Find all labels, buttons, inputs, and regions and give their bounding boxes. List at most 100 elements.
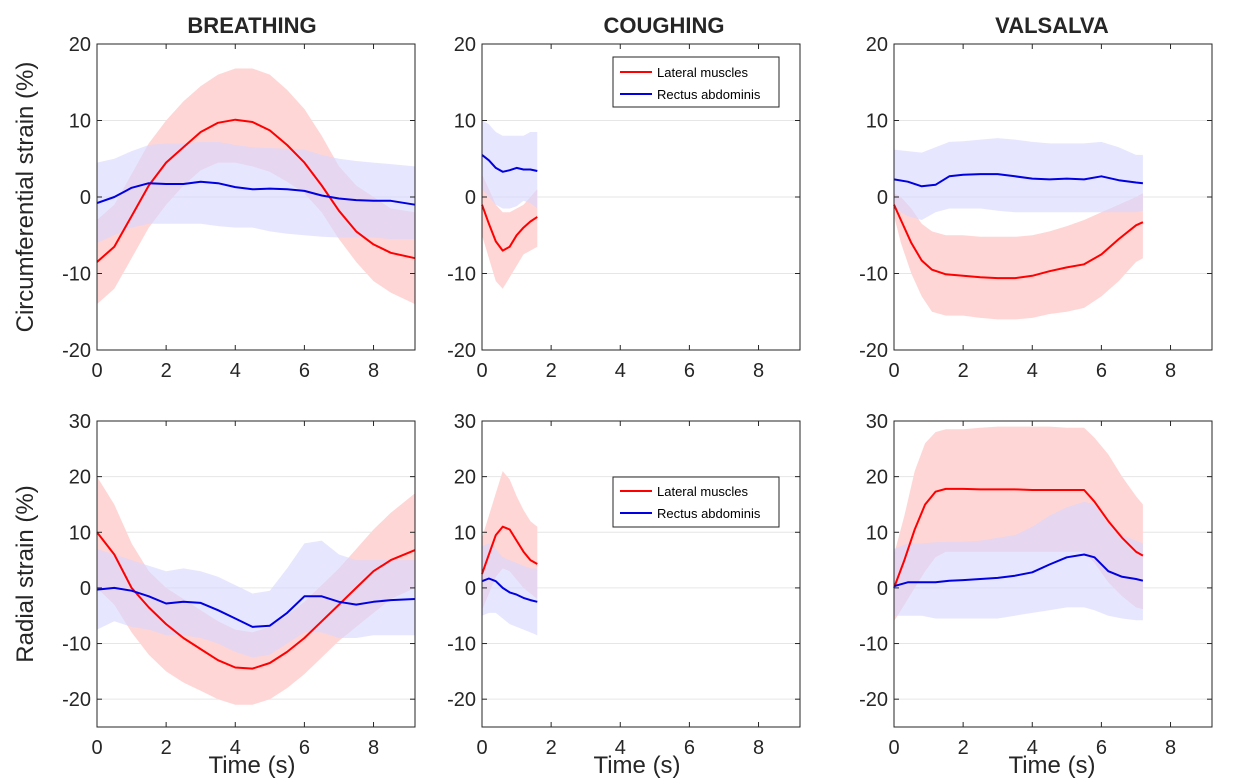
rectus-line: [96, 586, 416, 628]
x-tick-label: 2: [958, 360, 969, 382]
y-tick-label: 0: [465, 187, 476, 209]
x-tick-label: 6: [1096, 737, 1107, 759]
y-tick-label: 20: [69, 34, 91, 56]
lateral-band: [482, 174, 538, 289]
rectus-line: [893, 173, 1144, 188]
y-tick-label: -20: [62, 340, 91, 362]
x-tick-label: 0: [476, 737, 487, 759]
y-tick-label: 30: [454, 411, 476, 433]
x-tick-label: 8: [753, 360, 764, 382]
legend-top-box: [612, 56, 780, 108]
x-tick-label: 4: [615, 737, 626, 759]
lateral-line: [96, 118, 416, 263]
lateral-line: [481, 204, 538, 252]
column-title-coughing: COUGHING: [604, 13, 725, 38]
lateral-line: [893, 204, 1144, 280]
rectus-line: [96, 180, 416, 206]
x-tick-label: 0: [476, 360, 487, 382]
x-tick-label: 4: [1027, 737, 1038, 759]
x-tick-label: 8: [1165, 737, 1176, 759]
y-tick-label: 20: [866, 467, 888, 489]
y-tick-label: -10: [859, 264, 888, 286]
lateral-line: [96, 531, 416, 670]
x-tick-label: 4: [230, 737, 241, 759]
y-tick-label: -10: [62, 264, 91, 286]
xlabel-valsalva: Time (s): [1008, 752, 1095, 778]
x-tick-label: 0: [888, 737, 899, 759]
legend-bottom-rectus-label: Rectus abdominis: [657, 506, 761, 521]
panel-radial-coughing: 0 2 4 6 8 -20 -10 0 10 20 30: [447, 411, 801, 759]
x-tick-label: 2: [958, 737, 969, 759]
column-title-breathing: BREATHING: [187, 13, 316, 38]
y-tick-label: 30: [866, 411, 888, 433]
lateral-band: [97, 476, 415, 705]
y-tick-label: 20: [866, 34, 888, 56]
column-title-valsalva: VALSALVA: [995, 13, 1109, 38]
y-tick-label: -20: [447, 340, 476, 362]
x-tick-label: 6: [684, 737, 695, 759]
rectus-line: [481, 577, 538, 603]
x-tick-label: 4: [230, 360, 241, 382]
legend-top-rectus-label: Rectus abdominis: [657, 87, 761, 102]
y-tick-label: 20: [69, 467, 91, 489]
rectus-band: [894, 501, 1143, 621]
lateral-band: [894, 426, 1143, 622]
y-tick-label: 10: [69, 111, 91, 133]
x-tick-label: 4: [615, 360, 626, 382]
ylabel-radial: Radial strain (%): [12, 485, 39, 662]
y-tick-label: -10: [447, 634, 476, 656]
y-tick-label: 10: [454, 111, 476, 133]
panel-radial-breathing: 0 2 4 6 8 -20 -10 0 10 20 30: [62, 411, 416, 759]
x-tick-label: 0: [91, 360, 102, 382]
lateral-line: [893, 487, 1144, 589]
lateral-band: [894, 193, 1143, 320]
x-tick-label: 6: [1096, 360, 1107, 382]
panel-circ-valsalva: 0 2 4 6 8 -20 -10 0 10 20: [859, 34, 1213, 382]
x-tick-label: 6: [684, 360, 695, 382]
x-tick-label: 8: [753, 737, 764, 759]
x-tick-label: 2: [161, 737, 172, 759]
rectus-band: [97, 141, 415, 243]
y-tick-label: 0: [877, 578, 888, 600]
y-tick-label: 20: [454, 34, 476, 56]
y-tick-label: 0: [80, 578, 91, 600]
legend-bottom-box: [612, 476, 780, 528]
y-tick-label: -20: [447, 689, 476, 711]
y-tick-label: 10: [454, 522, 476, 544]
lateral-line: [481, 525, 538, 575]
y-tick-label: 20: [454, 467, 476, 489]
y-tick-label: 0: [877, 187, 888, 209]
panel-radial-valsalva: 0 2 4 6 8 -20 -10 0 10 20 30: [859, 411, 1213, 759]
panel-circ-breathing: 0 2 4 6 8 -20 -10 0 10 20: [62, 34, 416, 382]
rectus-band: [482, 120, 538, 209]
xlabel-coughing: Time (s): [593, 752, 680, 778]
x-tick-label: 8: [368, 737, 379, 759]
y-tick-label: -20: [859, 340, 888, 362]
x-tick-label: 6: [299, 737, 310, 759]
axes-box: [893, 420, 1213, 728]
y-tick-label: -20: [859, 689, 888, 711]
x-tick-label: 8: [368, 360, 379, 382]
rectus-band: [894, 138, 1143, 220]
legend-bottom-lateral-label: Lateral muscles: [657, 484, 749, 499]
y-tick-label: 10: [69, 522, 91, 544]
x-tick-label: 8: [1165, 360, 1176, 382]
x-tick-label: 6: [299, 360, 310, 382]
x-tick-label: 4: [1027, 360, 1038, 382]
y-tick-label: -10: [447, 264, 476, 286]
y-tick-label: 10: [866, 111, 888, 133]
x-tick-label: 2: [546, 737, 557, 759]
ylabel-circumferential: Circumferential strain (%): [12, 62, 39, 333]
lateral-band: [97, 68, 415, 305]
x-tick-label: 2: [546, 360, 557, 382]
legend-bottom: Lateral muscles Rectus abdominis: [612, 476, 780, 528]
axes-box: [96, 420, 416, 728]
x-tick-label: 2: [161, 360, 172, 382]
y-tick-label: -10: [859, 634, 888, 656]
rectus-line: [481, 154, 538, 173]
axes-box: [481, 420, 801, 728]
y-tick-label: 0: [80, 187, 91, 209]
y-tick-label: 10: [866, 522, 888, 544]
